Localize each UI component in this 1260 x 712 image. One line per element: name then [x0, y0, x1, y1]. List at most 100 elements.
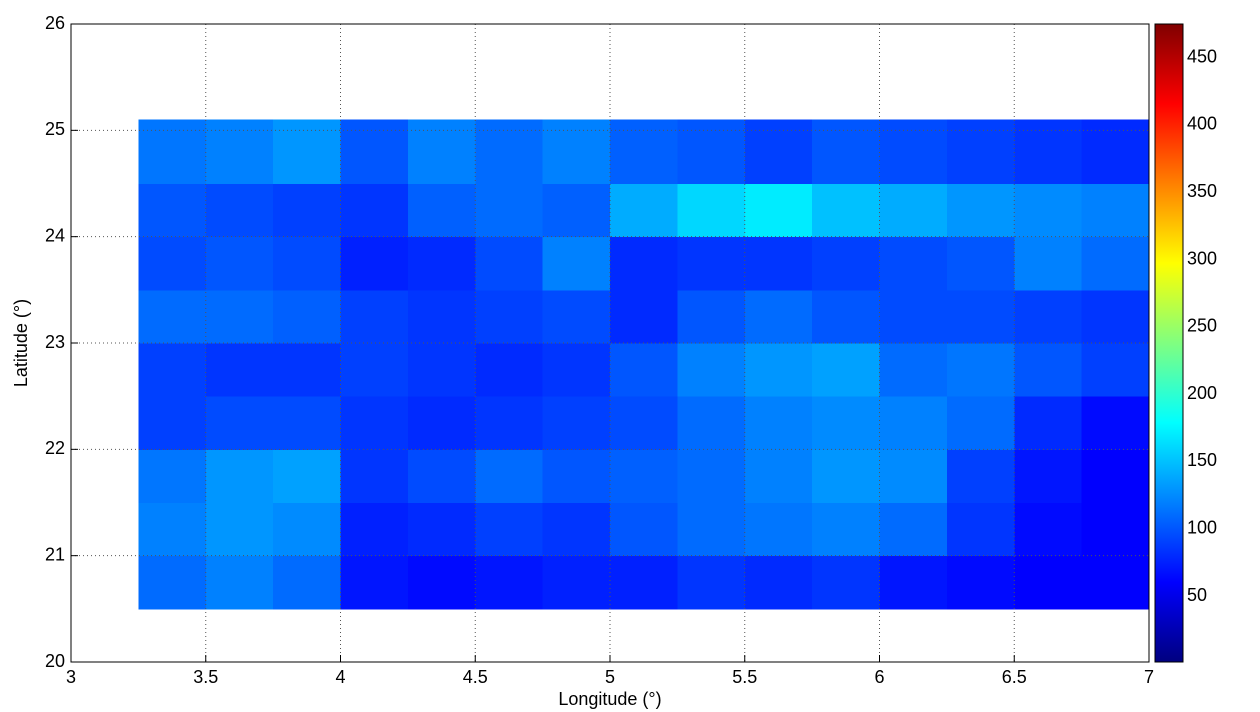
heat-cell — [340, 555, 409, 610]
x-tick-label: 3.5 — [193, 667, 218, 687]
heat-cell — [1081, 396, 1150, 450]
heat-cell — [812, 396, 880, 450]
heat-cell — [340, 119, 409, 184]
heat-cell — [273, 236, 341, 291]
heat-cell — [744, 119, 813, 184]
heat-cell — [138, 555, 207, 610]
heat-cell — [1081, 449, 1150, 503]
heat-cell — [138, 183, 207, 238]
heat-cell — [812, 119, 880, 184]
x-tick-label: 7 — [1144, 667, 1154, 687]
heat-cell — [407, 183, 476, 238]
heat-cell — [946, 236, 1015, 291]
heat-cell — [610, 502, 678, 557]
heat-cell — [340, 343, 409, 397]
heat-cell — [475, 183, 544, 238]
heat-cell — [812, 449, 880, 503]
heat-cell — [542, 343, 611, 397]
heat-cell — [946, 183, 1015, 238]
y-tick-label: 21 — [45, 544, 65, 564]
heat-cell — [677, 343, 746, 397]
heat-cell — [138, 396, 207, 450]
y-tick-label: 26 — [45, 13, 65, 33]
heat-cell — [1014, 119, 1083, 184]
heat-cell — [1014, 236, 1083, 291]
heat-cell — [407, 555, 476, 610]
heat-cell — [205, 555, 274, 610]
heat-cell — [946, 396, 1015, 450]
heat-cell — [475, 555, 544, 610]
heat-cell — [610, 396, 678, 450]
heat-cell — [273, 502, 341, 557]
heat-cell — [1014, 343, 1083, 397]
heat-cell — [475, 343, 544, 397]
heat-cell — [946, 343, 1015, 397]
heat-cell — [879, 236, 948, 291]
heat-cell — [744, 343, 813, 397]
heat-cell — [475, 449, 544, 503]
x-tick-label: 5.5 — [732, 667, 757, 687]
heat-cell — [1014, 183, 1083, 238]
colorbar-tick-label: 350 — [1187, 181, 1217, 201]
heat-cell — [879, 119, 948, 184]
heat-cell — [138, 449, 207, 503]
heatmap — [138, 119, 1150, 610]
heat-cell — [542, 449, 611, 503]
heat-cell — [812, 289, 880, 344]
plot-frame — [70, 23, 1150, 663]
heat-cell — [1014, 502, 1083, 557]
heat-cell — [340, 236, 409, 291]
heat-cell — [407, 343, 476, 397]
colorbar-tick-label: 400 — [1187, 114, 1217, 134]
y-tick-label: 22 — [45, 438, 65, 458]
x-tick-label: 4.5 — [463, 667, 488, 687]
heat-cell — [340, 396, 409, 450]
heat-cell — [205, 236, 274, 291]
x-tick-label: 6.5 — [1002, 667, 1027, 687]
heat-cell — [610, 289, 678, 344]
heat-cell — [1081, 502, 1150, 557]
y-tick-label: 25 — [45, 119, 65, 139]
heat-cell — [407, 236, 476, 291]
heat-cell — [1081, 236, 1150, 291]
heat-cell — [879, 555, 948, 610]
heat-cell — [407, 449, 476, 503]
heat-cell — [946, 502, 1015, 557]
heat-cell — [610, 236, 678, 291]
heat-cell — [812, 343, 880, 397]
heat-cell — [475, 396, 544, 450]
heat-cell — [340, 502, 409, 557]
heat-cell — [1081, 343, 1150, 397]
heat-cell — [1081, 183, 1150, 238]
heat-cell — [812, 236, 880, 291]
heat-cell — [1014, 555, 1083, 610]
heat-cell — [946, 289, 1015, 344]
x-tick-label: 4 — [335, 667, 345, 687]
heat-cell — [407, 396, 476, 450]
y-tick-label: 20 — [45, 651, 65, 671]
heat-cell — [542, 555, 611, 610]
heat-cell — [744, 236, 813, 291]
heat-cell — [677, 555, 746, 610]
heat-cell — [610, 119, 678, 184]
x-tick-label: 6 — [874, 667, 884, 687]
heat-cell — [138, 502, 207, 557]
heat-cell — [1014, 396, 1083, 450]
heat-cell — [610, 449, 678, 503]
colorbar-tick-label: 200 — [1187, 383, 1217, 403]
heat-cell — [407, 289, 476, 344]
heat-cell — [138, 119, 207, 184]
heat-cell — [1014, 289, 1083, 344]
heat-cell — [542, 502, 611, 557]
heat-cell — [340, 289, 409, 344]
x-tick-label: 5 — [605, 667, 615, 687]
heat-cell — [273, 343, 341, 397]
heat-cell — [946, 119, 1015, 184]
heat-cell — [205, 449, 274, 503]
heat-cell — [205, 289, 274, 344]
heat-cell — [273, 555, 341, 610]
heat-cell — [475, 236, 544, 291]
colorbar-tick-label: 250 — [1187, 316, 1217, 336]
colorbar-tick-label: 100 — [1187, 517, 1217, 537]
heat-cell — [542, 396, 611, 450]
